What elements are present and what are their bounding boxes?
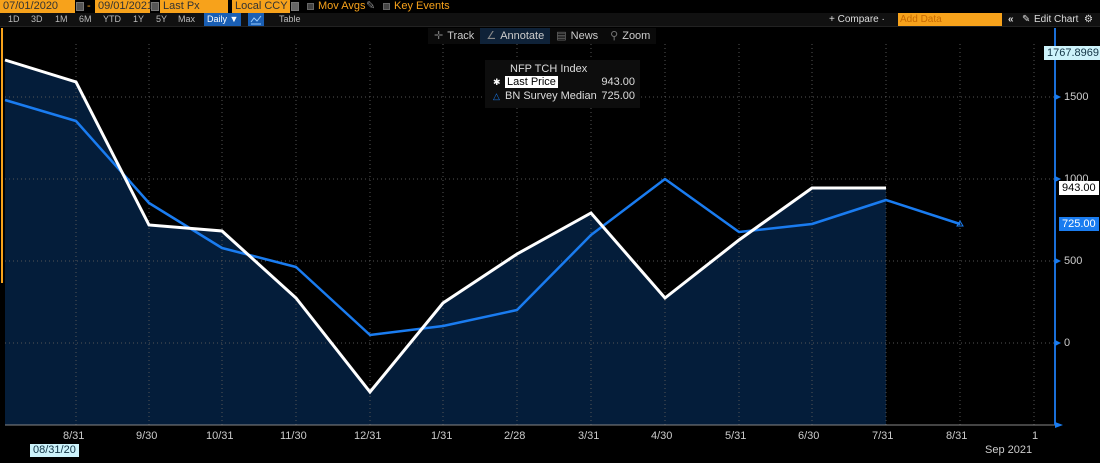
top-toolbar: 07/01/2020 - 09/01/2021 Last Px Local CC… <box>0 0 1100 13</box>
track-button[interactable]: ✛ Track <box>434 30 475 42</box>
period-5y[interactable]: 5Y <box>156 14 168 24</box>
frequency-dropdown[interactable]: Daily ▼ <box>204 13 242 26</box>
currency-dropdown-icon[interactable] <box>291 2 299 11</box>
key-events-checkbox[interactable] <box>383 3 390 10</box>
period-max[interactable]: Max <box>178 14 196 24</box>
x-tick: 12/31 <box>354 430 382 442</box>
legend-title: NFP TCH Index <box>510 63 588 75</box>
currency-select[interactable]: Local CCY <box>232 0 290 13</box>
annotate-button[interactable]: ∠ Annotate <box>480 28 551 44</box>
legend-last-price-value: 943.00 <box>601 76 635 88</box>
y-axis-ticks <box>1055 94 1063 428</box>
period-1y[interactable]: 1Y <box>133 14 145 24</box>
y-tick-500: 500 <box>1064 255 1083 267</box>
chart-toolbar: ✛ Track ∠ Annotate ▤ News ⚲ Zoom <box>428 28 657 44</box>
x-tick: 5/31 <box>725 430 747 442</box>
survey-markers <box>956 220 964 227</box>
start-date-input[interactable]: 07/01/2020 <box>0 0 75 13</box>
period-3d[interactable]: 3D <box>31 14 43 24</box>
collapse-icon[interactable]: « <box>1008 14 1014 25</box>
line-chart-icon[interactable] <box>248 13 264 26</box>
compare-button[interactable]: + Compare · <box>829 14 885 25</box>
x-tick: 2/28 <box>504 430 526 442</box>
date-separator: - <box>87 0 91 12</box>
field-select[interactable]: Last Px <box>160 0 228 13</box>
mov-avgs-checkbox[interactable] <box>307 3 314 10</box>
x-tick: 1 <box>1032 430 1039 442</box>
cursor-date-label: 08/31/20 <box>30 444 79 457</box>
pencil-icon: ∠ <box>486 30 497 42</box>
x-tick: 10/31 <box>206 430 234 442</box>
x-tick: 6/30 <box>798 430 820 442</box>
last-price-tag: 943.00 <box>1059 181 1099 195</box>
gear-icon[interactable]: ⚙ <box>1084 14 1093 25</box>
period-6m[interactable]: 6M <box>79 14 92 24</box>
add-data-input[interactable]: Add Data <box>898 13 1002 26</box>
x-tick: 9/30 <box>136 430 158 442</box>
calendar-icon[interactable] <box>151 2 159 11</box>
period-ytd[interactable]: YTD <box>103 14 121 24</box>
x-tick: 3/31 <box>578 430 600 442</box>
end-date-input[interactable]: 09/01/2021 <box>95 0 153 13</box>
x-tick: 8/31 <box>63 430 85 442</box>
key-events-label[interactable]: Key Events <box>394 0 450 12</box>
period-toolbar <box>0 13 1100 27</box>
star-marker-icon: ✱ <box>493 77 501 87</box>
x-tick: 11/30 <box>280 430 307 442</box>
last-price-line[interactable] <box>4 58 886 395</box>
news-button[interactable]: ▤ News <box>556 30 599 42</box>
x-tick: 7/31 <box>872 430 894 442</box>
period-1m[interactable]: 1M <box>55 14 68 24</box>
pencil-icon[interactable]: ✎ <box>366 0 376 12</box>
survey-median-line[interactable] <box>4 98 961 337</box>
magnifier-icon: ⚲ <box>610 30 619 42</box>
x-tick: 1/31 <box>431 430 453 442</box>
triangle-marker-icon: △ <box>493 91 500 101</box>
x-sub-label: Sep 2021 <box>985 444 1033 456</box>
last-price-area <box>5 60 886 425</box>
y-tick-0: 0 <box>1064 337 1071 349</box>
survey-median-tag: 725.00 <box>1059 217 1099 231</box>
y-tick-1500: 1500 <box>1064 91 1089 103</box>
news-icon: ▤ <box>556 30 567 42</box>
calendar-icon[interactable] <box>76 2 84 11</box>
x-tick: 4/30 <box>651 430 673 442</box>
mov-avgs-label[interactable]: Mov Avgs <box>318 0 366 12</box>
legend-survey-label[interactable]: BN Survey Median <box>505 90 597 102</box>
zoom-button[interactable]: ⚲ Zoom <box>610 30 651 42</box>
x-tick: 8/31 <box>946 430 968 442</box>
crosshair-icon: ✛ <box>434 30 444 42</box>
y-max-label: 1767.8969 <box>1044 46 1100 60</box>
edit-chart-button[interactable]: Edit Chart <box>1034 14 1079 25</box>
chart-legend: NFP TCH Index ✱ Last Price 943.00 △ BN S… <box>485 60 640 108</box>
period-1d[interactable]: 1D <box>8 14 20 24</box>
legend-last-price-label[interactable]: Last Price <box>505 76 558 88</box>
legend-survey-value: 725.00 <box>601 90 635 102</box>
pencil-icon[interactable]: ✎ <box>1022 14 1031 25</box>
table-button[interactable]: Table <box>279 14 301 24</box>
